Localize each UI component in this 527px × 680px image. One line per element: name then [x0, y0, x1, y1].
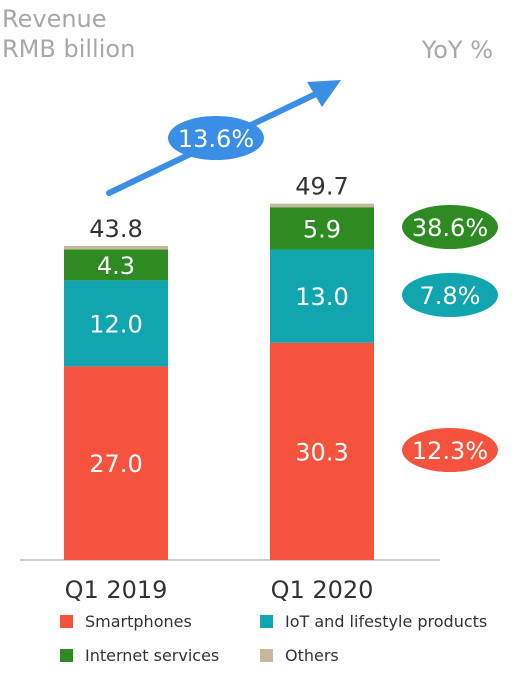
data-label-iot-1: 12.0	[89, 310, 142, 338]
y-axis-label-line-1: Revenue	[2, 5, 107, 33]
y-axis-label: Revenue RMB billion	[2, 4, 135, 64]
bar-internet-1	[64, 249, 168, 281]
bar-smartphones-2	[270, 342, 374, 560]
total-label-2: 49.7	[295, 173, 348, 201]
bar-others-2	[270, 203, 374, 208]
legend-item-internet: Internet services	[60, 646, 219, 665]
y-axis-label-line-2: RMB billion	[2, 35, 136, 63]
category-label-2: Q1 2020	[271, 576, 374, 604]
legend-label-internet: Internet services	[85, 646, 220, 665]
data-label-internet-1: 4.3	[97, 252, 135, 280]
growth-arrow-head	[307, 80, 341, 107]
yoy-badge-label-internet: 38.6%	[412, 214, 488, 242]
legend-swatch-internet	[60, 649, 73, 662]
yoy-badge-label-iot: 7.8%	[420, 282, 481, 310]
bar-iot-2	[270, 249, 374, 343]
category-label-1: Q1 2019	[65, 576, 168, 604]
yoy-badge-internet	[402, 205, 498, 249]
legend-label-others: Others	[285, 646, 339, 665]
data-label-iot-2: 13.0	[295, 283, 348, 311]
bar-iot-1	[64, 280, 168, 367]
yoy-badge-label-smartphones: 12.3%	[412, 437, 488, 465]
growth-badge-label: 13.6%	[178, 125, 254, 153]
bar-internet-2	[270, 207, 374, 250]
legend-item-smartphones: Smartphones	[60, 612, 192, 631]
legend-swatch-smartphones	[60, 615, 73, 628]
yoy-badge-smartphones	[402, 428, 498, 472]
data-label-smartphones-1: 27.0	[89, 450, 142, 478]
bar-smartphones-1	[64, 366, 168, 560]
legend-label-iot: IoT and lifestyle products	[285, 612, 488, 631]
yoy-badge-iot	[402, 273, 498, 317]
total-label-1: 43.8	[89, 215, 142, 243]
legend-label-smartphones: Smartphones	[85, 612, 192, 631]
legend-swatch-iot	[260, 615, 273, 628]
legend-item-others: Others	[260, 646, 339, 665]
legend-swatch-others	[260, 649, 273, 662]
data-label-smartphones-2: 30.3	[295, 438, 348, 466]
legend-item-iot: IoT and lifestyle products	[260, 612, 487, 631]
yoy-header: YoY %	[421, 36, 493, 64]
growth-badge	[168, 116, 264, 160]
stacked-bar-chart: 27.0 12.0 4.3 43.8 Q1 2019 30.3 13.0 5.9 49.7 Q1 …	[20, 80, 498, 604]
data-label-internet-2: 5.9	[303, 215, 341, 243]
bar-others-1	[64, 245, 168, 250]
